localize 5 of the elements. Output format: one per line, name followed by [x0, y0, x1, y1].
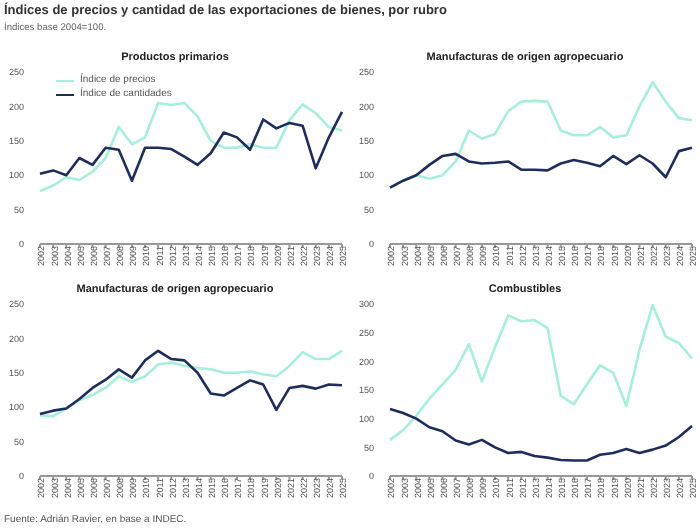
line-series	[388, 146, 694, 189]
line-series	[38, 101, 344, 193]
line-series	[38, 110, 344, 182]
line-series	[388, 407, 694, 462]
line-series	[388, 304, 694, 442]
